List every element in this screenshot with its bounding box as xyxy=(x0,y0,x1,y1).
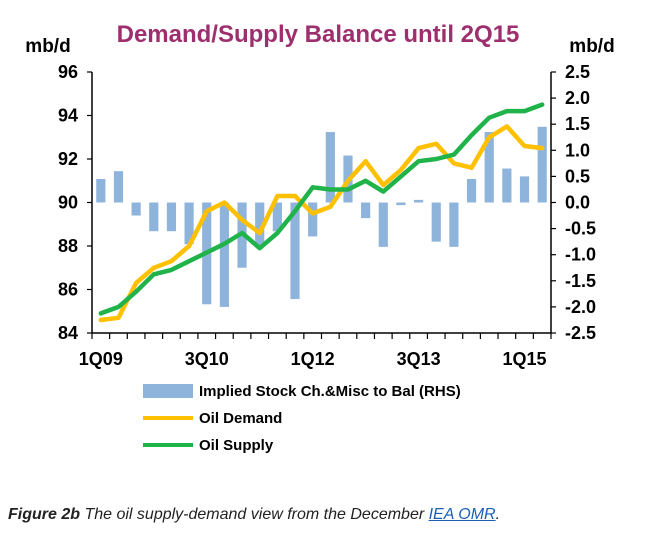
left-tick-label: 90 xyxy=(58,193,78,213)
right-tick-label: -1.0 xyxy=(565,245,596,265)
left-axis-unit: mb/d xyxy=(25,36,70,57)
iea-omr-link[interactable]: IEA OMR xyxy=(428,506,496,523)
bar-3Q11 xyxy=(272,202,282,232)
bar-4Q12 xyxy=(361,202,371,219)
legend-label: Oil Supply xyxy=(199,437,274,454)
right-tick-label: 2.0 xyxy=(565,88,590,108)
left-tick-label: 84 xyxy=(58,323,78,343)
chart-title: Demand/Supply Balance until 2Q15 xyxy=(117,21,520,48)
right-tick-label: -2.5 xyxy=(565,323,596,343)
bar-4Q11 xyxy=(290,202,300,300)
right-tick-label: 1.5 xyxy=(565,114,590,134)
x-tick-label: 1Q15 xyxy=(502,349,546,369)
bar-1Q10 xyxy=(166,202,177,232)
axes xyxy=(87,71,556,339)
figure-caption: Figure 2b The oil supply-demand view fro… xyxy=(8,506,500,524)
left-tick-label: 92 xyxy=(58,149,78,169)
caption-end: . xyxy=(495,506,501,523)
left-tick-label: 96 xyxy=(58,62,78,82)
bar-1Q09 xyxy=(96,179,106,203)
legend: Implied Stock Ch.&Misc to Bal (RHS) Oil D… xyxy=(143,383,461,454)
right-tick-label: 0.0 xyxy=(565,193,590,213)
x-tick-label: 1Q12 xyxy=(291,349,335,369)
line-series xyxy=(98,102,545,323)
right-tick-label: 0.5 xyxy=(565,166,590,186)
x-tick-label: 1Q09 xyxy=(79,349,123,369)
legend-swatch-bar xyxy=(143,384,193,398)
left-tick-label: 94 xyxy=(58,106,78,126)
bar-2Q11 xyxy=(255,202,265,247)
bar-2Q15 xyxy=(537,126,547,203)
bar-2Q13 xyxy=(396,202,406,206)
tick-labels: 84 86 88 90 92 94 96 -2.5 -2.0 -1.5 -1.0 -0.5 0.0 0.5… xyxy=(58,62,596,369)
right-axis-unit: mb/d xyxy=(569,36,614,57)
figure-label: Figure 2b xyxy=(8,506,81,523)
x-tick-label: 3Q10 xyxy=(185,349,229,369)
bar-1Q14 xyxy=(449,202,459,247)
x-tick-label: 3Q13 xyxy=(397,349,441,369)
line-oil-demand xyxy=(98,124,545,323)
legend-label: Oil Demand xyxy=(199,410,282,427)
bar-4Q13 xyxy=(431,202,441,242)
right-tick-label: -1.5 xyxy=(565,271,596,291)
right-tick-label: 1.0 xyxy=(565,140,590,160)
bar-3Q09 xyxy=(131,202,141,216)
demand-supply-chart: Demand/Supply Balance until 2Q15 mb/d mb… xyxy=(25,21,614,454)
bar-3Q13 xyxy=(414,199,424,203)
line-oil-supply xyxy=(98,102,545,316)
right-tick-label: -0.5 xyxy=(565,219,596,239)
left-tick-label: 88 xyxy=(58,236,78,256)
right-tick-label: -2.0 xyxy=(565,297,596,317)
bar-4Q09 xyxy=(149,202,159,232)
bar-2Q09 xyxy=(113,171,124,203)
bar-1Q13 xyxy=(378,202,388,247)
bar-2Q14 xyxy=(466,179,477,203)
bar-2Q12 xyxy=(325,132,335,203)
bar-4Q10 xyxy=(219,202,229,307)
caption-text: The oil supply-demand view from the Dece… xyxy=(80,506,429,523)
left-tick-label: 86 xyxy=(58,280,78,300)
right-tick-label: 2.5 xyxy=(565,62,590,82)
bar-4Q14 xyxy=(502,168,512,203)
bar-3Q14 xyxy=(484,132,494,203)
legend-label: Implied Stock Ch.&Misc to Bal (RHS) xyxy=(199,383,461,400)
bar-2Q10 xyxy=(184,202,194,245)
bar-1Q12 xyxy=(308,202,318,237)
bar-1Q15 xyxy=(519,176,530,203)
